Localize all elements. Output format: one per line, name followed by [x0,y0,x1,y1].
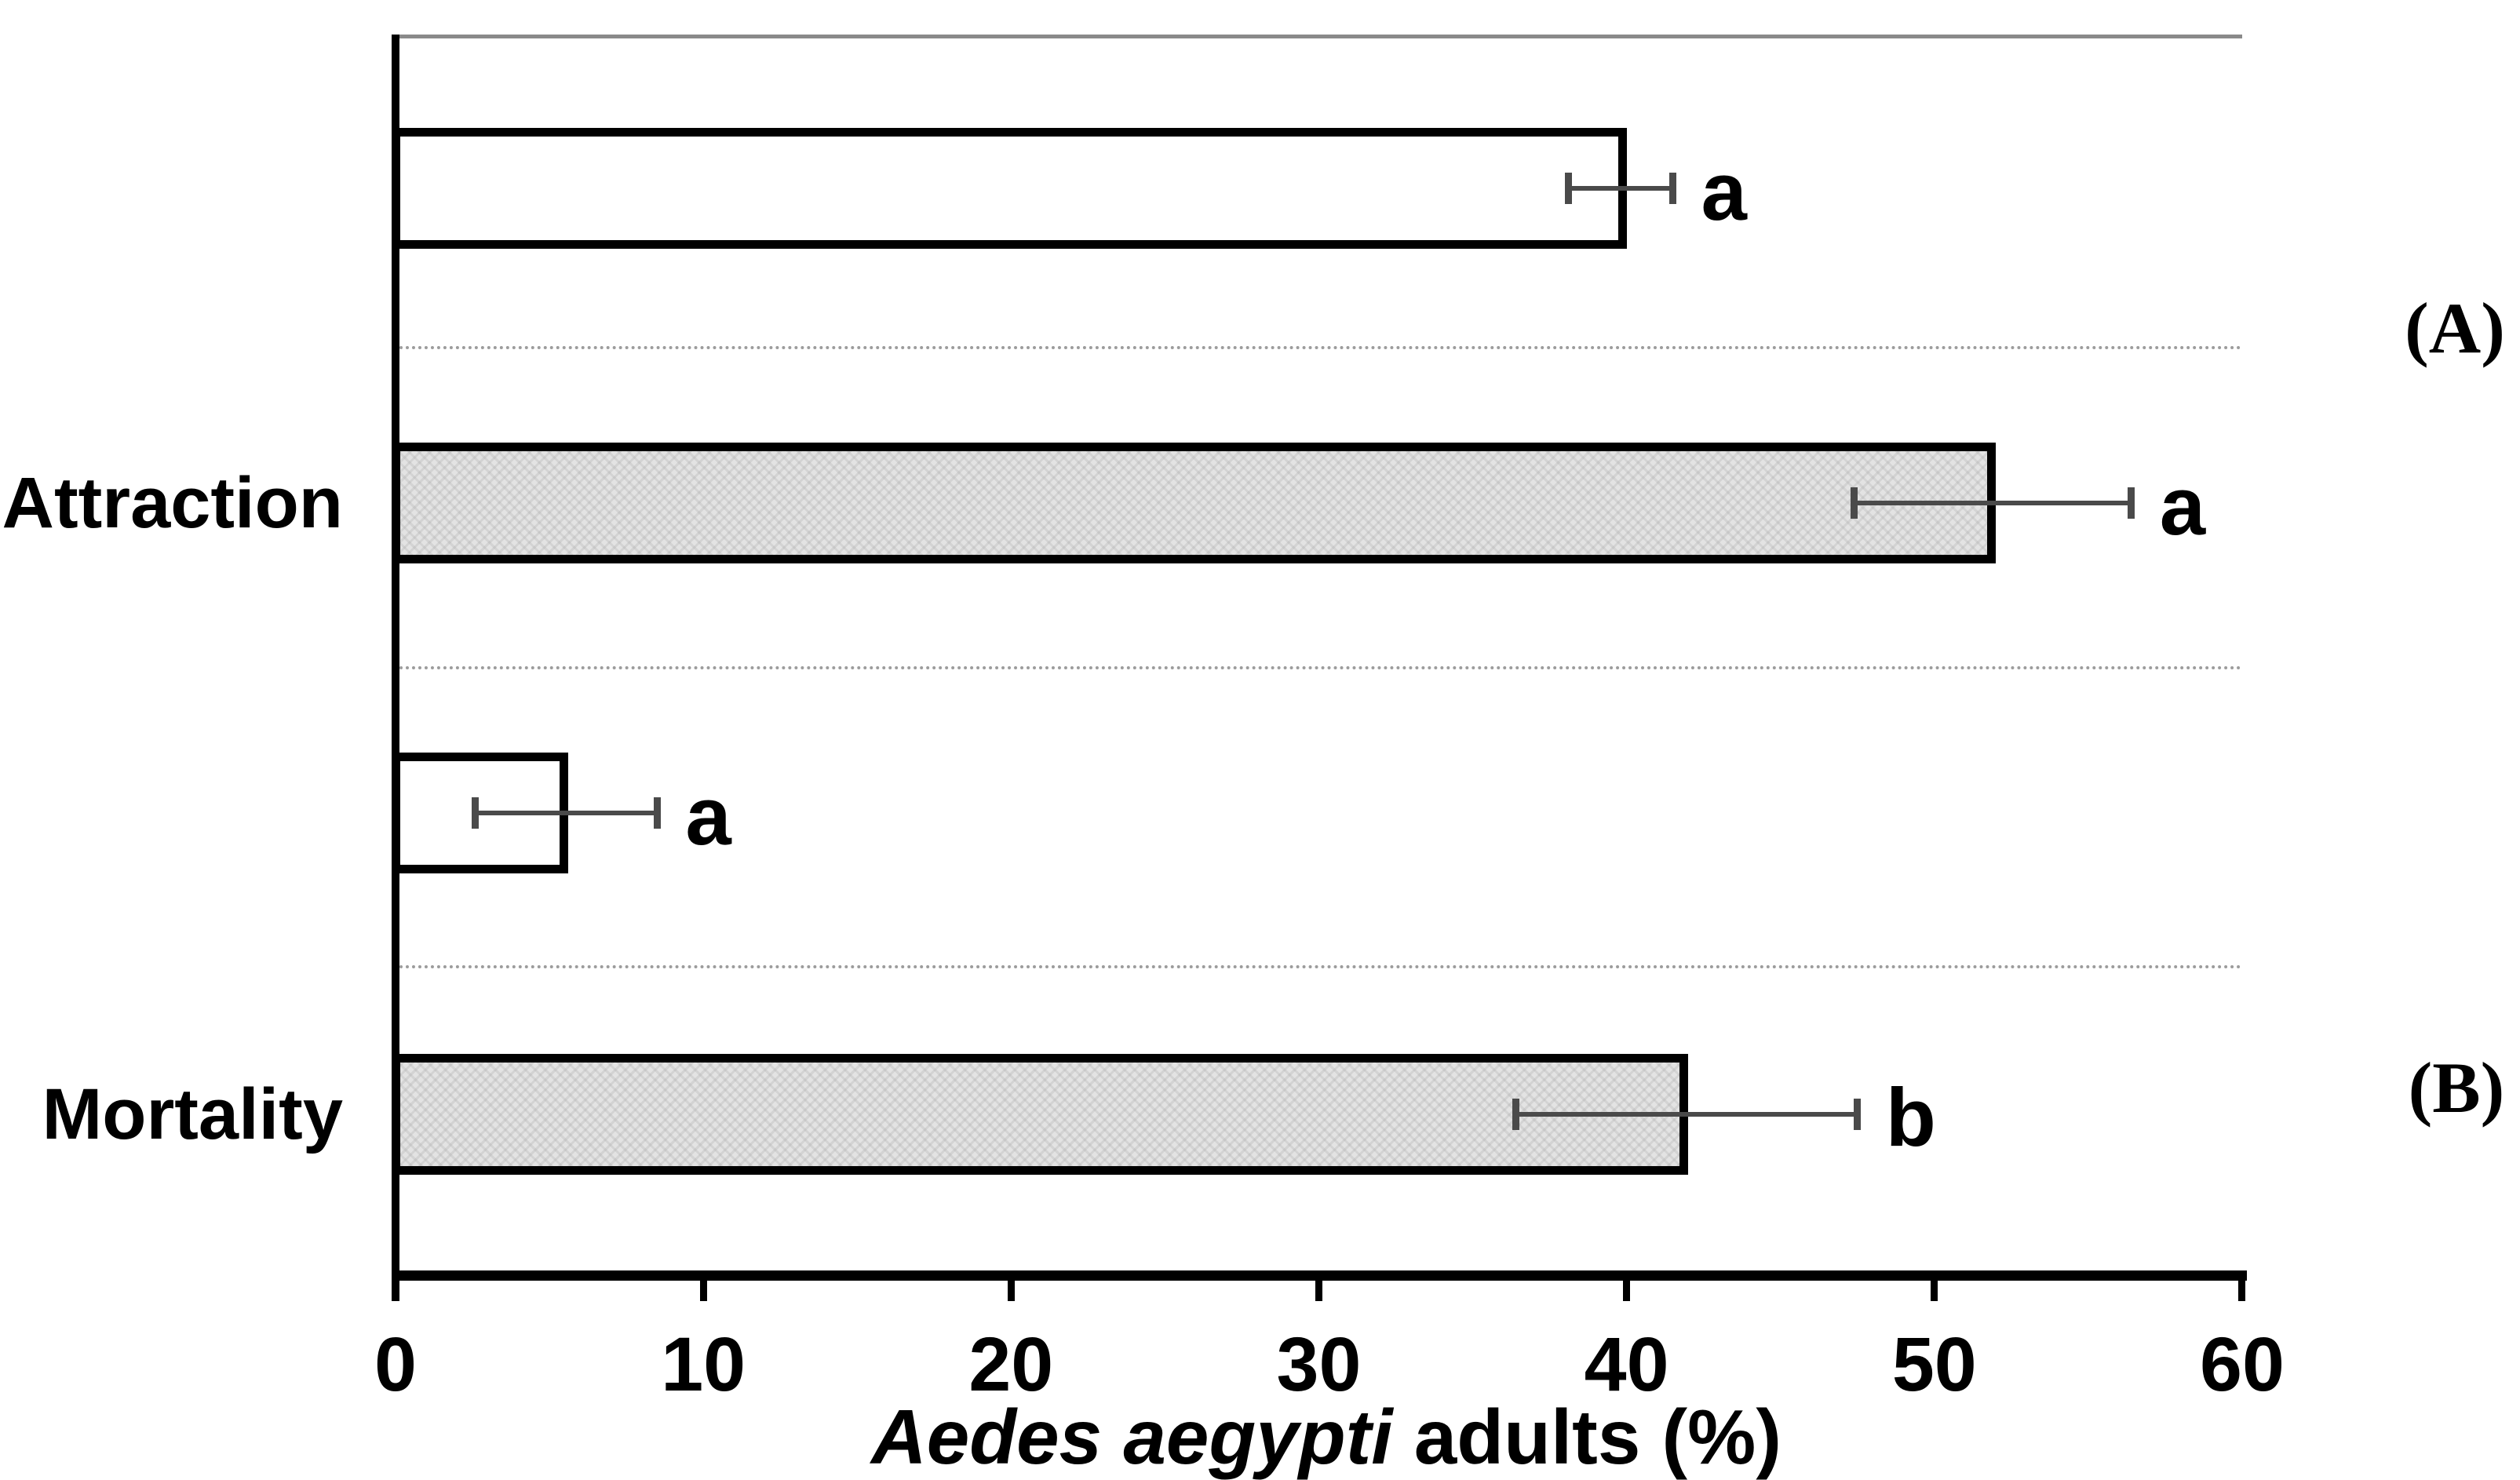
category-label-attraction: Attraction [2,463,343,543]
x-tick-label: 0 [374,1321,417,1407]
x-tick-label: 20 [968,1321,1054,1407]
error-bar-cap-right [1668,173,1676,204]
significance-letter: b [1885,1072,1936,1164]
error-bar [475,811,658,815]
panel-label-b: (B) [2408,1048,2505,1128]
x-tick-mark [1623,1281,1631,1301]
x-tick-mark [1931,1281,1938,1301]
error-bar-cap-left [1564,173,1572,204]
significance-letter: a [685,771,731,862]
error-bar-cap-right [2128,487,2135,519]
error-bar-cap-left [1512,1099,1519,1130]
error-bar [1568,186,1673,191]
significance-letter: a [1701,146,1747,238]
x-tick-label: 10 [661,1321,746,1407]
panel-label-a: (A) [2405,288,2505,368]
bar-attraction-gray [392,443,1997,563]
error-bar-cap-left [472,797,480,829]
x-tick-label: 30 [1276,1321,1362,1407]
error-bar-cap-right [1854,1099,1862,1130]
x-tick-mark [2238,1281,2246,1301]
x-axis-title: Aedes aegypti adults (%) [871,1393,1782,1480]
species-name-italic: Aedes aegypti [871,1394,1393,1480]
x-tick-mark [392,1281,399,1301]
y-axis-line [392,35,399,1301]
bar-attraction-white [392,128,1627,249]
x-tick-label: 50 [1891,1321,1977,1407]
x-tick-mark [1007,1281,1015,1301]
top-frame-line [396,35,2242,38]
bar-mortality-gray [392,1054,1689,1175]
gridline [399,666,2242,669]
error-bar [1854,501,2132,505]
gridline [399,346,2242,349]
x-tick-mark [699,1281,707,1301]
x-tick-mark [1315,1281,1322,1301]
significance-letter: a [2159,461,2206,552]
x-tick-label: 40 [1584,1321,1669,1407]
error-bar [1515,1112,1858,1117]
x-tick-label: 60 [2200,1321,2285,1407]
error-bar-cap-right [653,797,661,829]
x-axis-title-rest: adults (%) [1392,1394,1782,1480]
x-axis-line [392,1270,2247,1281]
gridline [399,965,2242,968]
error-bar-cap-left [1851,487,1858,519]
category-label-mortality: Mortality [42,1074,343,1154]
